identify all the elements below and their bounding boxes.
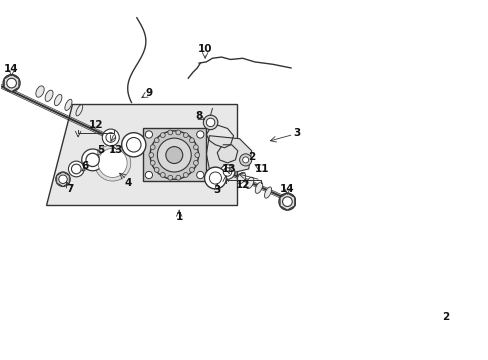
Text: 9: 9 bbox=[145, 88, 152, 98]
Ellipse shape bbox=[54, 94, 62, 105]
Circle shape bbox=[223, 168, 231, 176]
Circle shape bbox=[183, 133, 188, 138]
Circle shape bbox=[150, 131, 198, 179]
Circle shape bbox=[71, 164, 81, 174]
Circle shape bbox=[160, 172, 165, 177]
Ellipse shape bbox=[255, 182, 262, 193]
Text: 13: 13 bbox=[222, 164, 236, 174]
Text: 3: 3 bbox=[293, 128, 300, 138]
Ellipse shape bbox=[76, 105, 82, 116]
Text: 14: 14 bbox=[280, 184, 294, 194]
Circle shape bbox=[154, 167, 159, 172]
Circle shape bbox=[160, 133, 165, 138]
Circle shape bbox=[167, 130, 172, 135]
Polygon shape bbox=[280, 193, 294, 210]
Circle shape bbox=[165, 147, 183, 163]
Circle shape bbox=[126, 138, 141, 152]
Circle shape bbox=[145, 131, 152, 138]
Circle shape bbox=[167, 175, 172, 180]
Circle shape bbox=[94, 145, 130, 181]
Circle shape bbox=[154, 138, 159, 143]
Text: 10: 10 bbox=[198, 44, 212, 54]
Ellipse shape bbox=[36, 86, 44, 97]
Text: 13: 13 bbox=[108, 145, 122, 154]
Circle shape bbox=[242, 157, 248, 163]
Circle shape bbox=[122, 133, 145, 157]
Circle shape bbox=[204, 167, 226, 189]
Circle shape bbox=[189, 138, 194, 143]
Polygon shape bbox=[4, 75, 19, 91]
Text: 12: 12 bbox=[89, 120, 103, 130]
Circle shape bbox=[145, 171, 152, 179]
Circle shape bbox=[68, 161, 84, 177]
Circle shape bbox=[220, 165, 234, 179]
Polygon shape bbox=[142, 129, 206, 181]
Circle shape bbox=[209, 172, 221, 184]
Circle shape bbox=[56, 172, 70, 186]
Circle shape bbox=[189, 167, 194, 172]
Text: 8: 8 bbox=[195, 111, 203, 121]
Circle shape bbox=[183, 172, 188, 177]
Text: 6: 6 bbox=[81, 161, 89, 171]
Text: 5: 5 bbox=[97, 145, 104, 154]
Polygon shape bbox=[57, 172, 69, 186]
Circle shape bbox=[282, 197, 292, 207]
Text: 7: 7 bbox=[66, 184, 73, 194]
Polygon shape bbox=[46, 104, 236, 205]
Ellipse shape bbox=[45, 90, 53, 102]
Circle shape bbox=[176, 130, 181, 135]
Circle shape bbox=[193, 145, 198, 150]
Text: 2: 2 bbox=[247, 152, 255, 162]
Ellipse shape bbox=[65, 99, 72, 111]
Text: 12: 12 bbox=[235, 180, 249, 190]
Text: 11: 11 bbox=[254, 164, 269, 174]
Circle shape bbox=[206, 118, 214, 127]
Circle shape bbox=[176, 175, 181, 180]
Circle shape bbox=[150, 161, 155, 165]
Circle shape bbox=[86, 153, 99, 167]
Circle shape bbox=[148, 153, 153, 157]
Circle shape bbox=[196, 171, 203, 179]
Text: 14: 14 bbox=[4, 64, 19, 74]
Circle shape bbox=[102, 153, 122, 172]
Circle shape bbox=[98, 148, 127, 177]
Circle shape bbox=[106, 133, 115, 142]
Circle shape bbox=[194, 153, 199, 157]
Text: 2: 2 bbox=[441, 312, 448, 322]
Ellipse shape bbox=[264, 187, 271, 198]
Circle shape bbox=[7, 78, 17, 88]
Circle shape bbox=[98, 148, 127, 177]
Text: 3: 3 bbox=[213, 185, 221, 195]
Circle shape bbox=[193, 161, 198, 165]
Circle shape bbox=[81, 149, 103, 171]
Polygon shape bbox=[206, 136, 251, 173]
Circle shape bbox=[278, 193, 295, 210]
Circle shape bbox=[196, 131, 203, 138]
Circle shape bbox=[3, 75, 20, 91]
Text: 4: 4 bbox=[124, 178, 131, 188]
Ellipse shape bbox=[237, 172, 245, 184]
Circle shape bbox=[102, 129, 119, 146]
Circle shape bbox=[203, 115, 217, 130]
Text: 1: 1 bbox=[175, 212, 183, 222]
Circle shape bbox=[157, 138, 191, 172]
Circle shape bbox=[239, 154, 251, 166]
Circle shape bbox=[59, 175, 67, 184]
Circle shape bbox=[150, 145, 155, 150]
Ellipse shape bbox=[245, 177, 253, 189]
